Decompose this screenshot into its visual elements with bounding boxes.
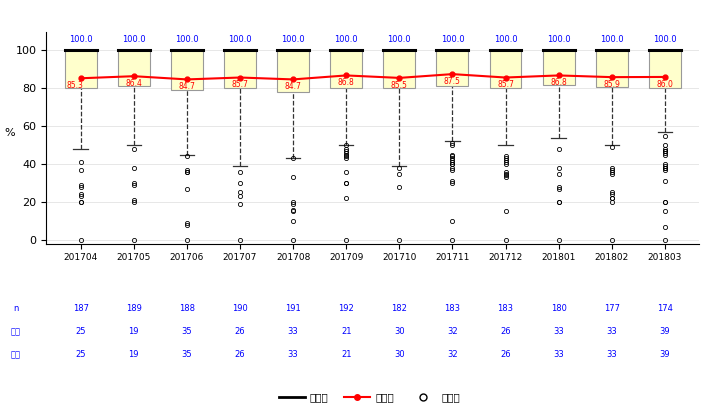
Text: 19: 19 bbox=[129, 327, 139, 336]
Text: 86.4: 86.4 bbox=[126, 79, 142, 88]
Legend: 中央値, 平均値, 外れ値: 中央値, 平均値, 外れ値 bbox=[274, 388, 464, 407]
Bar bbox=[330, 50, 362, 88]
Text: 33: 33 bbox=[553, 327, 564, 336]
Text: 100.0: 100.0 bbox=[388, 35, 411, 44]
Text: 183: 183 bbox=[444, 304, 460, 313]
Text: 33: 33 bbox=[553, 350, 564, 360]
Text: 86.8: 86.8 bbox=[338, 78, 354, 87]
Text: 35: 35 bbox=[182, 327, 192, 336]
Text: 30: 30 bbox=[394, 350, 405, 360]
Text: 35: 35 bbox=[182, 350, 192, 360]
Bar bbox=[171, 50, 203, 90]
Text: 26: 26 bbox=[235, 327, 245, 336]
Text: 33: 33 bbox=[606, 350, 617, 360]
Bar bbox=[649, 50, 681, 88]
Text: 26: 26 bbox=[501, 327, 510, 336]
Text: 84.7: 84.7 bbox=[178, 82, 195, 91]
Text: 21: 21 bbox=[341, 350, 351, 360]
Text: 85.7: 85.7 bbox=[231, 80, 248, 89]
Text: 39: 39 bbox=[660, 327, 670, 336]
Text: 100.0: 100.0 bbox=[175, 35, 199, 44]
Text: 分母: 分母 bbox=[11, 350, 21, 360]
Bar bbox=[383, 50, 415, 88]
Text: 183: 183 bbox=[498, 304, 513, 313]
Text: 192: 192 bbox=[339, 304, 354, 313]
Text: 85.9: 85.9 bbox=[604, 80, 620, 89]
Text: 182: 182 bbox=[391, 304, 408, 313]
Text: 174: 174 bbox=[657, 304, 673, 313]
Bar bbox=[277, 50, 309, 92]
Text: 85.5: 85.5 bbox=[391, 81, 408, 90]
Text: 100.0: 100.0 bbox=[69, 35, 92, 44]
Text: 100.0: 100.0 bbox=[281, 35, 305, 44]
Text: 100.0: 100.0 bbox=[600, 35, 623, 44]
Text: n: n bbox=[13, 304, 18, 313]
Text: 25: 25 bbox=[75, 350, 86, 360]
Text: 33: 33 bbox=[288, 327, 298, 336]
Text: 85.7: 85.7 bbox=[497, 80, 514, 89]
Text: 32: 32 bbox=[447, 350, 458, 360]
Y-axis label: %: % bbox=[4, 128, 15, 138]
Text: 188: 188 bbox=[179, 304, 195, 313]
Text: 100.0: 100.0 bbox=[228, 35, 252, 44]
Text: 26: 26 bbox=[501, 350, 510, 360]
Bar bbox=[437, 50, 469, 86]
Text: 30: 30 bbox=[394, 327, 405, 336]
Text: 33: 33 bbox=[606, 327, 617, 336]
Text: 21: 21 bbox=[341, 327, 351, 336]
Text: 100.0: 100.0 bbox=[334, 35, 358, 44]
Text: 33: 33 bbox=[288, 350, 298, 360]
Bar bbox=[542, 50, 574, 85]
Bar bbox=[224, 50, 256, 88]
Text: 100.0: 100.0 bbox=[122, 35, 146, 44]
Text: 100.0: 100.0 bbox=[441, 35, 464, 44]
Text: 32: 32 bbox=[447, 327, 458, 336]
Text: 100.0: 100.0 bbox=[547, 35, 570, 44]
Text: 87.5: 87.5 bbox=[444, 77, 461, 86]
Text: 189: 189 bbox=[126, 304, 142, 313]
Text: 177: 177 bbox=[604, 304, 620, 313]
Text: 25: 25 bbox=[75, 327, 86, 336]
Text: 分子: 分子 bbox=[11, 327, 21, 336]
Bar bbox=[596, 50, 628, 87]
Text: 86.0: 86.0 bbox=[656, 80, 673, 89]
Text: 84.7: 84.7 bbox=[285, 82, 302, 91]
Text: 39: 39 bbox=[660, 350, 670, 360]
Text: 180: 180 bbox=[551, 304, 567, 313]
Text: 86.8: 86.8 bbox=[550, 78, 567, 87]
Text: 190: 190 bbox=[232, 304, 248, 313]
Bar bbox=[118, 50, 150, 86]
Text: 85.3: 85.3 bbox=[67, 81, 84, 90]
Bar bbox=[65, 50, 97, 88]
Text: 187: 187 bbox=[72, 304, 89, 313]
Text: 100.0: 100.0 bbox=[653, 35, 677, 44]
Bar bbox=[490, 50, 521, 88]
Text: 26: 26 bbox=[235, 350, 245, 360]
Text: 191: 191 bbox=[285, 304, 301, 313]
Text: 100.0: 100.0 bbox=[493, 35, 518, 44]
Text: 19: 19 bbox=[129, 350, 139, 360]
